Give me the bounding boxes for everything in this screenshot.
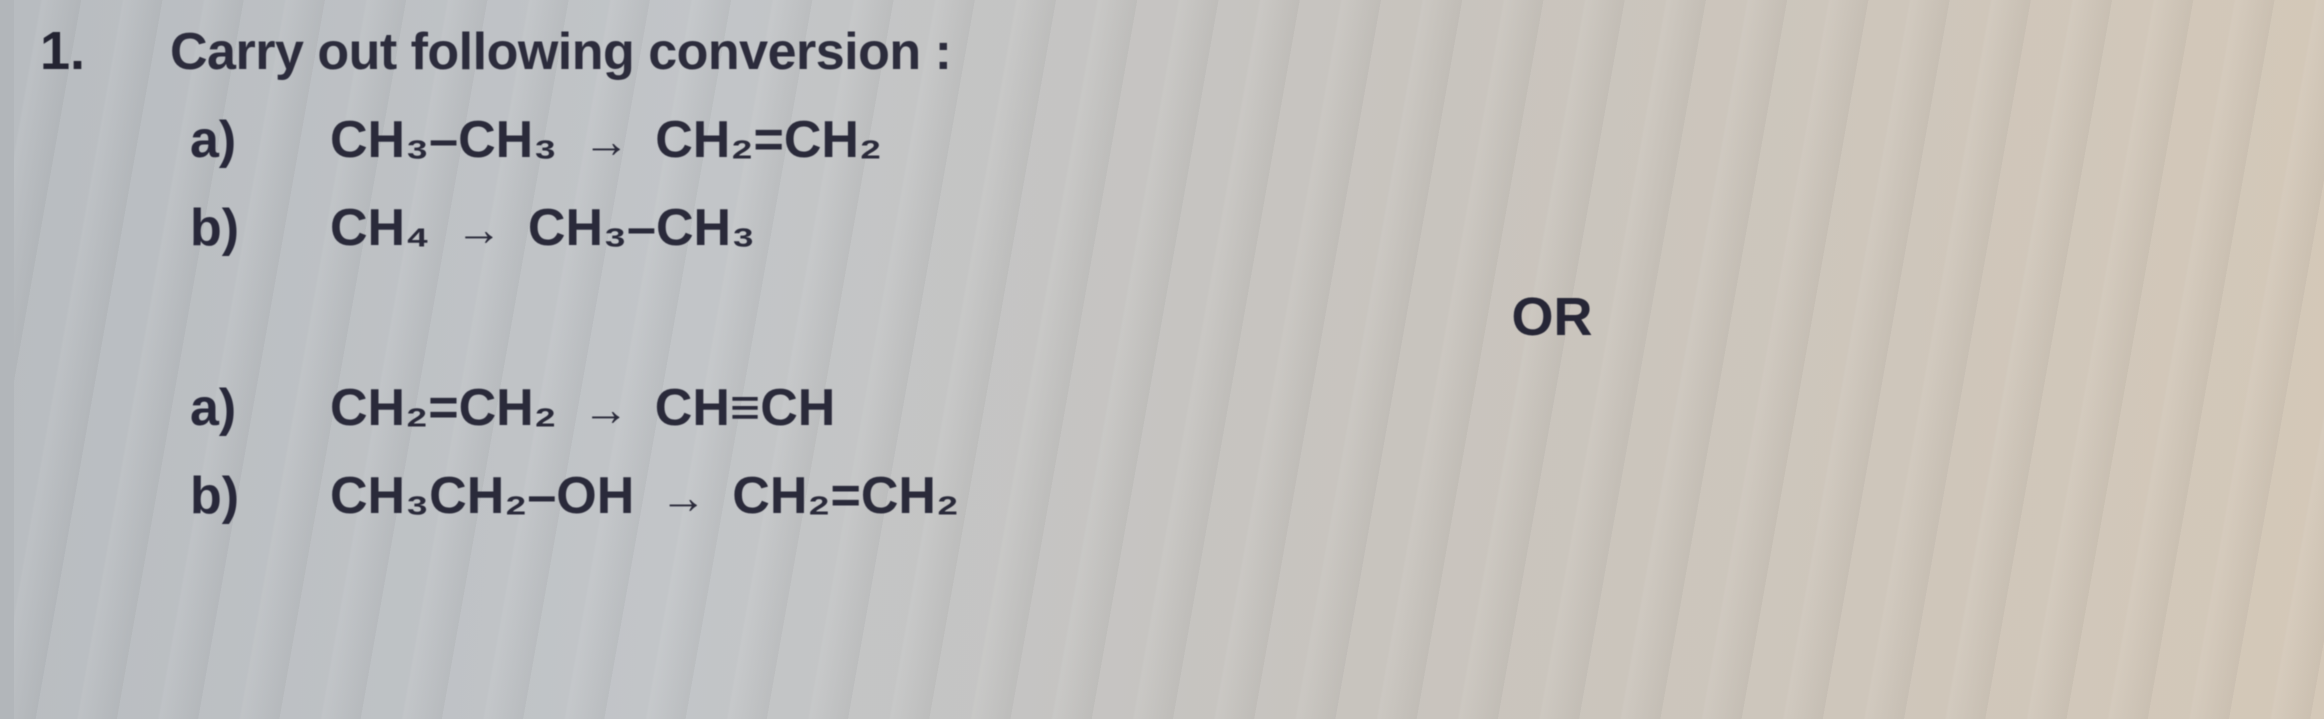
chem-equation: CH₄ → CH₃–CH₃ (330, 198, 755, 258)
chem-lhs: CH₃–CH₃ (330, 110, 557, 170)
question-prompt: Carry out following conversion : (170, 22, 951, 82)
arrow-icon: → (575, 114, 637, 168)
chem-rhs: CH₂=CH₂ (732, 466, 959, 526)
set2-option-b: b) CH₃CH₂–OH → CH₂=CH₂ (40, 466, 2264, 526)
arrow-icon: → (652, 470, 714, 524)
chem-lhs: CH₂=CH₂ (330, 378, 557, 438)
chem-equation: CH₃CH₂–OH → CH₂=CH₂ (330, 466, 959, 526)
set1-option-a: a) CH₃–CH₃ → CH₂=CH₂ (40, 110, 2264, 170)
chem-equation: CH₂=CH₂ → CH≡CH (330, 378, 835, 438)
option-label: b) (190, 466, 280, 526)
chem-lhs: CH₃CH₂–OH (330, 466, 634, 526)
set1-option-b: b) CH₄ → CH₃–CH₃ (40, 198, 2264, 258)
chem-rhs: CH₃–CH₃ (528, 198, 755, 258)
chem-lhs: CH₄ (330, 198, 430, 258)
chem-rhs: CH≡CH (655, 378, 836, 438)
question-number: 1. (40, 20, 120, 82)
arrow-icon: → (575, 382, 637, 436)
question-header-row: 1. Carry out following conversion : (40, 20, 2264, 82)
chem-rhs: CH₂=CH₂ (655, 110, 882, 170)
option-label: a) (190, 378, 280, 438)
set2-option-a: a) CH₂=CH₂ → CH≡CH (40, 378, 2264, 438)
chem-equation: CH₃–CH₃ → CH₂=CH₂ (330, 110, 882, 170)
arrow-icon: → (448, 202, 510, 256)
question-block: 1. Carry out following conversion : a) C… (0, 0, 2324, 574)
or-separator: OR (40, 286, 2264, 348)
option-label: b) (190, 198, 280, 258)
option-label: a) (190, 110, 280, 170)
